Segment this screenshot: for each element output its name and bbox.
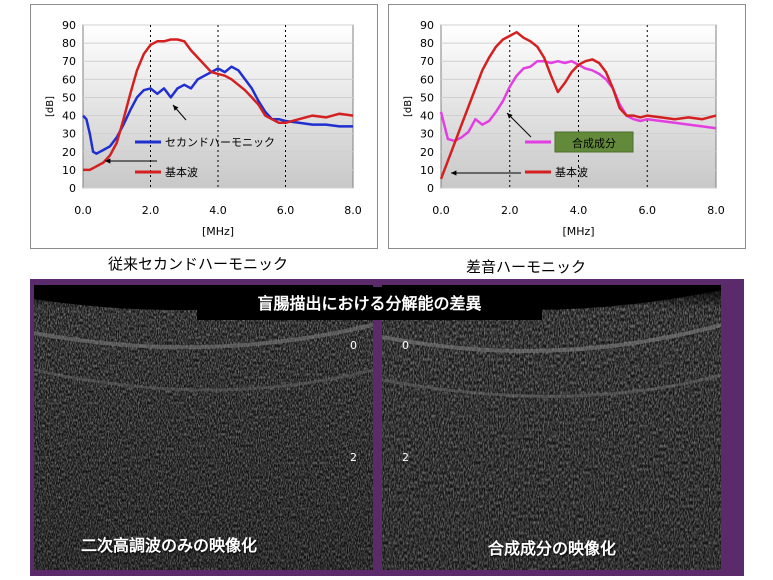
ultrasound-image-left xyxy=(34,285,373,570)
legend-label: 基本波 xyxy=(555,165,588,179)
y-tick-label: 70 xyxy=(62,55,76,68)
x-axis-label: [MHz] xyxy=(562,225,594,238)
chart-left-caption: 従来セカンドハーモニック xyxy=(108,255,289,273)
legend-label: セカンドハーモニック xyxy=(165,136,275,149)
ultrasound-title: 盲腸描出における分解能の差異 xyxy=(197,287,542,320)
y-tick-label: 0 xyxy=(427,182,434,195)
y-tick-label: 10 xyxy=(62,164,76,177)
x-tick-label: 0.0 xyxy=(74,204,92,217)
depth-mark-0-right: 0 xyxy=(402,339,409,352)
y-tick-label: 50 xyxy=(420,91,434,104)
legend-label-box xyxy=(554,131,634,153)
series-line-2 xyxy=(439,30,717,180)
ultrasound-panel xyxy=(30,279,744,576)
y-tick-label: 10 xyxy=(420,164,434,177)
y-axis-label: [dB] xyxy=(45,96,56,117)
chart-right-caption: 差音ハーモニック xyxy=(466,258,587,276)
ultrasound-caption-left: 二次高調波のみの映像化 xyxy=(81,536,258,555)
x-tick-label: 0.0 xyxy=(432,204,450,217)
x-tick-label: 6.0 xyxy=(277,204,295,217)
y-tick-label: 0 xyxy=(69,182,76,195)
chart-left-svg: 0 10 20 30 40 50 60 70 80 90 0.0 2.0 4.0 6.0 8.0 [dB] [M… xyxy=(45,19,362,238)
ultrasound-texture-left xyxy=(34,285,373,570)
x-axis-label: [MHz] xyxy=(202,225,234,238)
x-tick-label: 2.0 xyxy=(142,204,160,217)
legend-label: 合成成分 xyxy=(572,136,616,150)
y-axis-label: [dB] xyxy=(403,96,414,117)
chart-right: 0 10 20 30 40 50 60 70 80 90 0.0 2.0 4.0 6.0 8.0 [dB] [M… xyxy=(388,4,746,249)
y-tick-label: 40 xyxy=(62,110,76,123)
y-tick-label: 90 xyxy=(62,19,76,32)
y-tick-label: 70 xyxy=(420,55,434,68)
series-line-1 xyxy=(439,59,717,143)
depth-mark-2-left: 2 xyxy=(350,451,357,464)
y-tick-label: 80 xyxy=(62,37,76,50)
series-line-1 xyxy=(82,65,353,155)
y-tick-label: 60 xyxy=(420,73,434,86)
y-tick-label: 60 xyxy=(62,73,76,86)
y-tick-label: 20 xyxy=(62,146,76,159)
x-tick-label: 8.0 xyxy=(707,204,725,217)
annotation-arrowhead xyxy=(451,170,457,176)
y-tick-label: 90 xyxy=(420,19,434,32)
ultrasound-image-right xyxy=(382,285,721,570)
ultrasound-caption-right: 合成成分の映像化 xyxy=(488,539,617,558)
x-tick-label: 4.0 xyxy=(570,204,588,217)
legend-label: 基本波 xyxy=(165,165,198,179)
annotation-arrowhead xyxy=(173,105,179,111)
depth-mark-2-right: 2 xyxy=(402,451,409,464)
annotation-arrow xyxy=(506,112,532,138)
y-tick-label: 40 xyxy=(420,110,434,123)
x-tick-label: 4.0 xyxy=(209,204,227,217)
chart-right-svg: 0 10 20 30 40 50 60 70 80 90 0.0 2.0 4.0 6.0 8.0 [dB] [M… xyxy=(403,19,725,238)
annotation-arrowhead xyxy=(105,158,111,164)
depth-mark-0-left: 0 xyxy=(350,339,357,352)
y-tick-label: 50 xyxy=(62,91,76,104)
y-tick-label: 30 xyxy=(420,128,434,141)
chart-left: 0 10 20 30 40 50 60 70 80 90 0.0 2.0 4.0 6.0 8.0 [dB] [M… xyxy=(30,4,378,249)
y-tick-label: 80 xyxy=(420,37,434,50)
x-tick-label: 8.0 xyxy=(344,204,362,217)
y-tick-label: 30 xyxy=(62,128,76,141)
y-tick-label: 20 xyxy=(420,146,434,159)
ultrasound-texture-right xyxy=(382,285,721,570)
annotation-arrowhead xyxy=(507,113,513,119)
x-tick-label: 2.0 xyxy=(501,204,519,217)
series-line-2 xyxy=(83,38,354,172)
x-tick-label: 6.0 xyxy=(639,204,657,217)
